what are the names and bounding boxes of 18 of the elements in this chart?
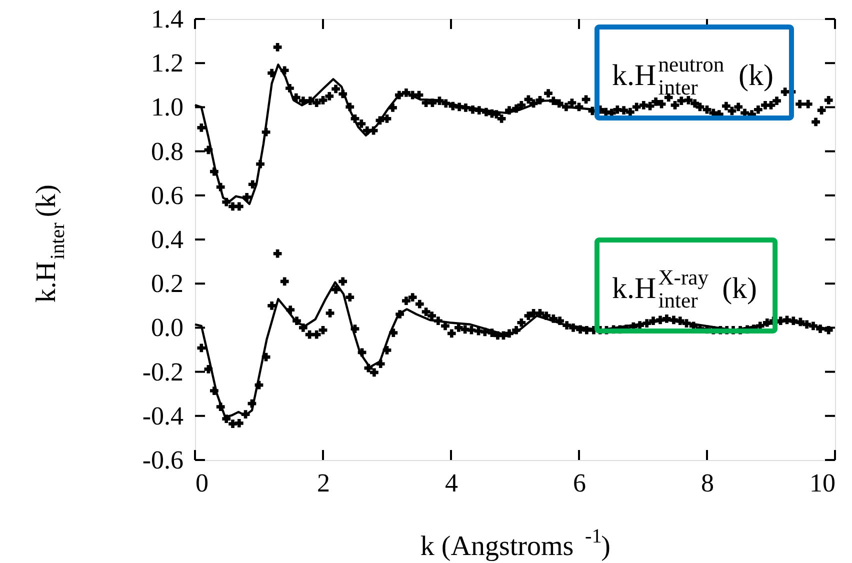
y-tick-label: 0.2 xyxy=(151,269,184,298)
y-tick-label: 0.4 xyxy=(151,225,184,254)
x-tick-label: 2 xyxy=(317,468,330,498)
y-tick-label: -0.2 xyxy=(142,357,184,386)
y-tick-label: 1.4 xyxy=(151,4,184,34)
y-tick-label: 0.0 xyxy=(151,313,184,342)
y-tick-label: 0.6 xyxy=(151,180,184,210)
y-tick-label: 1.0 xyxy=(151,92,184,122)
y-axis-title: k.Hinter(k) xyxy=(31,184,69,303)
y-tick-label: -0.6 xyxy=(142,446,184,474)
y-tick-label: 1.2 xyxy=(151,48,184,78)
x-tick-label: 0 xyxy=(196,468,208,498)
x-tick-label: 6 xyxy=(573,468,586,498)
y-tick-label: -0.4 xyxy=(142,401,184,430)
x-tick-label: 10 xyxy=(810,468,836,498)
x-tick-label: 4 xyxy=(445,468,458,498)
y-tick-label: 0.8 xyxy=(151,136,184,166)
x-tick-label: 8 xyxy=(701,468,714,498)
